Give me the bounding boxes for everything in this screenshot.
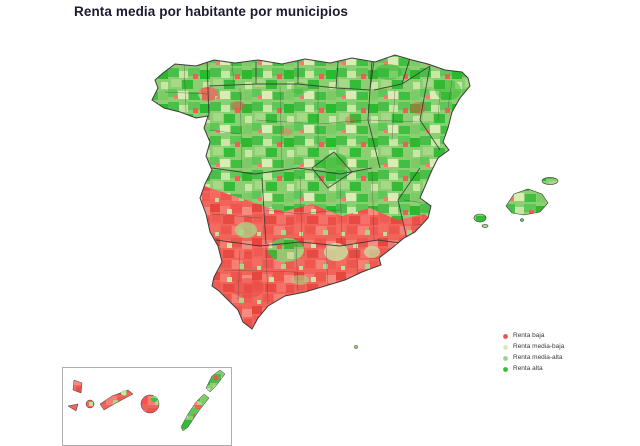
legend-dot-icon [503,367,508,372]
legend-label: Renta media-baja [513,343,565,351]
legend-label: Renta media-alta [513,354,563,362]
legend-label: Renta alta [513,365,543,373]
balearic-islands [473,177,559,228]
legend: Renta baja Renta media-baja Renta media-… [502,331,564,375]
legend-item-renta-media-baja: Renta media-baja [502,342,564,353]
legend-dot-icon [503,356,508,361]
legend-item-renta-media-alta: Renta media-alta [502,353,564,364]
small-islet [354,345,359,350]
peninsula-region-fills [152,55,470,329]
province-borders [164,57,453,305]
legend-item-renta-baja: Renta baja [502,331,564,342]
legend-label: Renta baja [513,332,545,340]
legend-dot-icon [503,345,508,350]
legend-dot [503,345,508,350]
legend-dot [503,356,508,361]
peninsula-outline [151,54,471,330]
legend-item-renta-alta: Renta alta [502,364,564,375]
legend-dot-icon [503,334,508,339]
page-title: Renta media por habitante por municipios [74,4,349,19]
legend-dot [503,334,508,339]
canary-islands-inset [62,367,232,446]
legend-dot [503,367,508,372]
